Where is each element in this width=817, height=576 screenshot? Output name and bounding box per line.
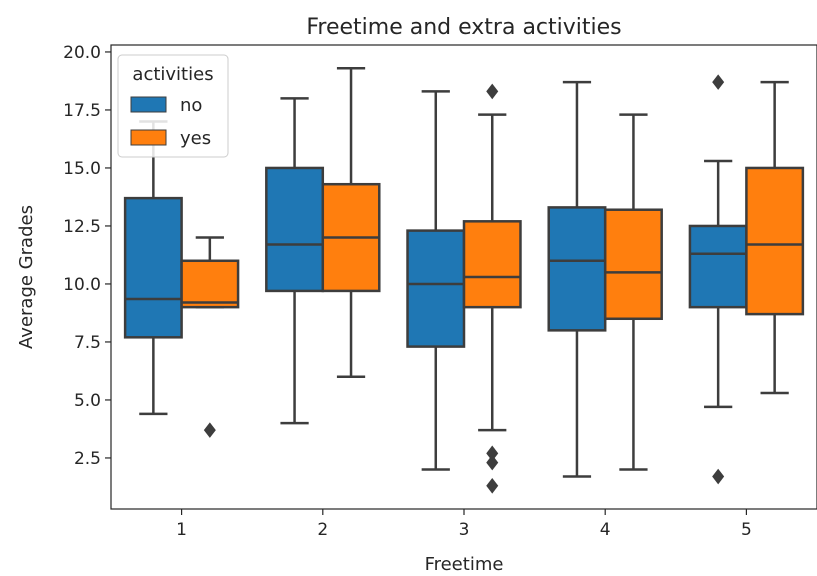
x-tick-label: 5 — [741, 520, 752, 540]
outlier-point — [712, 468, 725, 485]
box-no-5 — [688, 74, 748, 485]
box-body — [123, 196, 183, 339]
legend-swatch-yes — [130, 129, 167, 146]
outlier-point — [203, 422, 216, 438]
box-body — [265, 166, 325, 293]
box-no-2 — [265, 97, 325, 425]
plot-frame — [110, 44, 817, 510]
chart-title: Freetime and extra activities — [306, 15, 621, 40]
box-body — [406, 229, 466, 348]
y-tick-label: 20.0 — [63, 43, 101, 63]
y-axis: 2.5 5.0 7.5 10.0 12.5 15.0 17.5 20.0 — [63, 43, 111, 469]
box-body — [462, 220, 522, 309]
outlier-point — [486, 445, 499, 462]
box-yes-2 — [321, 66, 381, 379]
box-yes-1 — [180, 236, 240, 438]
legend-title: activities — [132, 64, 213, 85]
y-tick-label: 12.5 — [63, 217, 101, 237]
box-body — [603, 208, 663, 321]
box-no-1 — [123, 120, 183, 416]
y-tick-label: 15.0 — [63, 159, 101, 179]
y-tick-label: 2.5 — [74, 449, 101, 469]
box-yes-4 — [603, 113, 663, 471]
y-axis-label: Average Grades — [16, 205, 37, 349]
box-body — [180, 259, 240, 309]
legend-label-yes: yes — [180, 128, 211, 149]
outlier-point — [486, 454, 499, 471]
x-axis: 1 2 3 4 5 — [176, 509, 752, 540]
box-yes-3 — [462, 83, 522, 494]
outlier-point — [712, 74, 725, 90]
box-body — [547, 206, 607, 332]
x-tick-label: 2 — [317, 520, 328, 540]
legend-label-no: no — [180, 95, 202, 116]
box-no-4 — [547, 80, 607, 478]
box-body — [688, 224, 748, 309]
y-tick-label: 5.0 — [74, 391, 101, 411]
legend: activities no yes — [117, 54, 229, 158]
box-body — [745, 166, 805, 316]
x-tick-label: 3 — [459, 520, 470, 540]
x-tick-label: 4 — [600, 520, 611, 540]
plot-area — [123, 66, 805, 494]
x-axis-label: Freetime — [425, 554, 504, 575]
y-tick-label: 10.0 — [63, 275, 101, 295]
outlier-point — [486, 478, 499, 494]
y-tick-label: 7.5 — [74, 333, 101, 353]
y-tick-label: 17.5 — [63, 101, 101, 121]
x-tick-label: 1 — [176, 520, 187, 540]
legend-swatch-no — [130, 96, 167, 113]
box-no-3 — [406, 90, 466, 471]
box-yes-5 — [745, 80, 805, 395]
outlier-point — [486, 83, 499, 100]
